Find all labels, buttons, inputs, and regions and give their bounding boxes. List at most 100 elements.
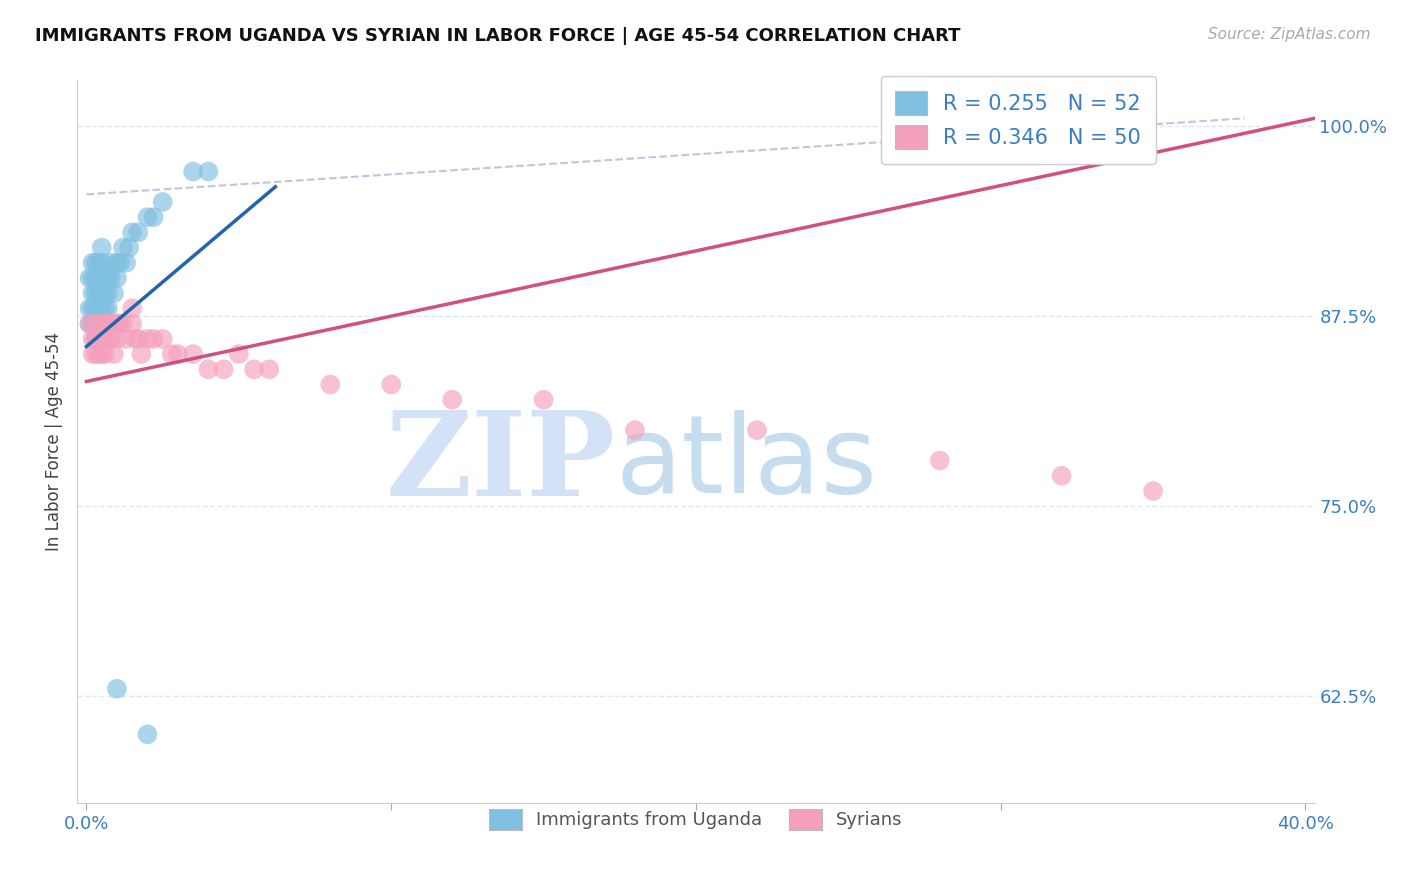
Point <box>84 256 107 270</box>
Point <box>90 317 112 331</box>
Point <box>167 347 190 361</box>
Point <box>84 286 107 301</box>
Point <box>94 347 117 361</box>
Point <box>90 347 112 361</box>
Text: IMMIGRANTS FROM UGANDA VS SYRIAN IN LABOR FORCE | AGE 45-54 CORRELATION CHART: IMMIGRANTS FROM UGANDA VS SYRIAN IN LABO… <box>35 27 960 45</box>
Point <box>100 256 122 270</box>
Point <box>90 286 112 301</box>
Point <box>928 453 950 467</box>
Point <box>319 377 342 392</box>
Point <box>181 164 204 178</box>
Point <box>103 286 125 301</box>
Point <box>121 317 143 331</box>
Point <box>103 347 125 361</box>
Point <box>118 241 141 255</box>
Point <box>90 256 112 270</box>
Point <box>108 256 131 270</box>
Point <box>533 392 555 407</box>
Point <box>87 317 110 331</box>
Point <box>160 347 183 361</box>
Point <box>1050 468 1073 483</box>
Point <box>90 317 112 331</box>
Point <box>121 301 143 316</box>
Point <box>82 301 104 316</box>
Point <box>441 392 464 407</box>
Point <box>142 210 165 224</box>
Point <box>82 271 104 285</box>
Point <box>243 362 266 376</box>
Point <box>94 301 117 316</box>
Point <box>197 164 219 178</box>
Point <box>228 347 250 361</box>
Point <box>103 317 125 331</box>
Point <box>108 317 131 331</box>
Point <box>115 332 138 346</box>
Text: atlas: atlas <box>616 410 877 516</box>
Point <box>79 317 101 331</box>
Point <box>87 256 110 270</box>
Point <box>94 286 117 301</box>
Y-axis label: In Labor Force | Age 45-54: In Labor Force | Age 45-54 <box>45 332 63 551</box>
Point <box>97 332 120 346</box>
Point <box>84 332 107 346</box>
Point <box>82 317 104 331</box>
Point <box>84 317 107 331</box>
Point <box>90 332 112 346</box>
Point <box>87 332 110 346</box>
Point <box>136 727 159 741</box>
Point <box>97 317 120 331</box>
Point <box>84 271 107 285</box>
Point <box>105 256 128 270</box>
Point <box>79 271 101 285</box>
Point <box>84 347 107 361</box>
Point <box>90 271 112 285</box>
Point <box>105 332 128 346</box>
Point <box>84 301 107 316</box>
Point <box>94 271 117 285</box>
Point <box>152 332 174 346</box>
Point <box>82 347 104 361</box>
Point <box>197 362 219 376</box>
Point <box>121 226 143 240</box>
Text: Source: ZipAtlas.com: Source: ZipAtlas.com <box>1208 27 1371 42</box>
Point <box>624 423 647 437</box>
Point <box>90 301 112 316</box>
Point <box>100 271 122 285</box>
Point <box>112 317 135 331</box>
Point <box>152 194 174 209</box>
Legend: Immigrants from Uganda, Syrians: Immigrants from Uganda, Syrians <box>482 802 910 837</box>
Point <box>181 347 204 361</box>
Point <box>115 256 138 270</box>
Point <box>105 271 128 285</box>
Point <box>87 271 110 285</box>
Point <box>90 241 112 255</box>
Point <box>105 317 128 331</box>
Point <box>82 332 104 346</box>
Point <box>142 332 165 346</box>
Point <box>212 362 235 376</box>
Point <box>79 301 101 316</box>
Point <box>94 317 117 331</box>
Point <box>90 332 112 346</box>
Point <box>87 286 110 301</box>
Point <box>1142 483 1164 498</box>
Point <box>100 332 122 346</box>
Point <box>84 317 107 331</box>
Point <box>87 301 110 316</box>
Point <box>97 301 120 316</box>
Point <box>87 332 110 346</box>
Point <box>97 286 120 301</box>
Point <box>82 256 104 270</box>
Point <box>84 332 107 346</box>
Point <box>127 332 149 346</box>
Point <box>94 317 117 331</box>
Point <box>124 332 146 346</box>
Point <box>79 317 101 331</box>
Point <box>82 286 104 301</box>
Point <box>136 210 159 224</box>
Point <box>87 347 110 361</box>
Point <box>745 423 768 437</box>
Text: ZIP: ZIP <box>385 406 616 521</box>
Point <box>131 347 153 361</box>
Point <box>259 362 281 376</box>
